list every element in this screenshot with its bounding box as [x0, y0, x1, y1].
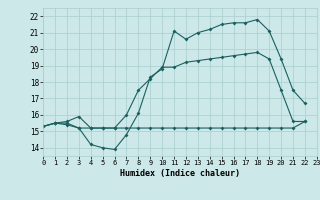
X-axis label: Humidex (Indice chaleur): Humidex (Indice chaleur) — [120, 169, 240, 178]
